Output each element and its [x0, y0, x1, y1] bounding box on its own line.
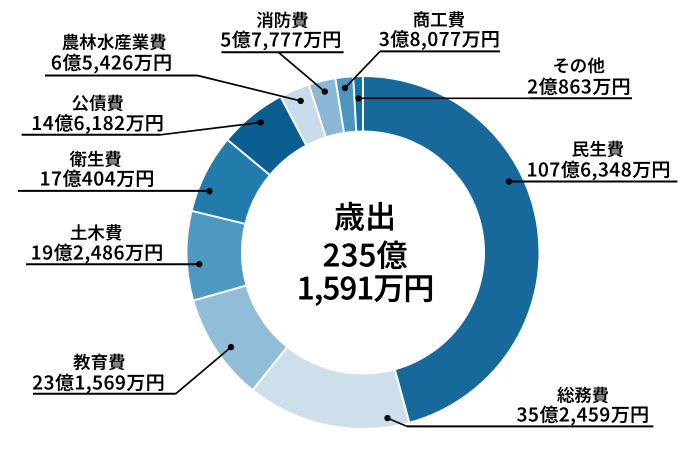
- segment-gap-line: [352, 76, 358, 132]
- callout-dot: [206, 188, 213, 195]
- segment-name-label: 衛生費: [69, 147, 122, 172]
- segment-name-label: 教育費: [73, 349, 126, 374]
- segment-gap-line: [193, 284, 247, 302]
- callout-leader-line: [387, 417, 408, 428]
- segment-amount-label: 6億5,426万円: [51, 49, 173, 76]
- donut-segment-2[interactable]: [253, 347, 410, 428]
- segment-amount-label: 3億8,077万円: [379, 25, 501, 52]
- callout-dot: [257, 119, 264, 126]
- center-title-line2: 235億: [323, 230, 408, 275]
- callout-dot: [384, 414, 391, 422]
- segment-gap-lines: [191, 76, 411, 423]
- callout-dot: [321, 88, 328, 95]
- segment-amount-label: 23億1,569万円: [32, 369, 165, 396]
- donut-segment-1[interactable]: [363, 77, 539, 422]
- callout-leader-line: [197, 74, 301, 102]
- segment-gap-line: [334, 78, 345, 133]
- donut-segment-7[interactable]: [280, 85, 326, 145]
- segment-name-label: 総務費: [557, 383, 610, 408]
- segment-name-label: 公債費: [72, 91, 125, 116]
- callout-dot: [297, 97, 304, 105]
- callout-dot: [355, 95, 362, 102]
- segment-gap-line: [308, 84, 327, 138]
- donut-segment-8[interactable]: [309, 79, 344, 137]
- segment-amount-label: 17億404万円: [40, 165, 155, 192]
- segment-amount-label: 2億863万円: [527, 72, 631, 99]
- center-title-line3: 1,591万円: [297, 264, 434, 309]
- segment-amount-label: 14億6,182万円: [31, 109, 164, 136]
- segment-gap-line: [393, 369, 411, 423]
- callout-leader-line: [175, 346, 232, 395]
- callout-dot: [227, 343, 235, 351]
- segment-name-label: 商工費: [413, 7, 466, 32]
- segment-name-label: その他: [552, 53, 605, 78]
- donut-segment-3[interactable]: [194, 285, 287, 390]
- callout-dot: [505, 178, 513, 185]
- callout-leader-line: [160, 121, 261, 136]
- donut-segment-4[interactable]: [187, 211, 246, 301]
- segment-name-label: 農林水産業費: [62, 30, 167, 55]
- segment-gap-line: [252, 346, 288, 391]
- chart-center-title: 歳出 235億 1,591万円: [297, 192, 435, 309]
- segment-amount-label: 107億6,348万円: [526, 156, 670, 183]
- segment-amount-label: 5億7,777万円: [220, 26, 342, 53]
- segment-gap-line: [191, 209, 246, 225]
- callout-dot: [196, 260, 203, 268]
- center-title-line1: 歳出: [334, 192, 396, 237]
- segment-name-label: 民生費: [572, 136, 625, 161]
- segment-name-label: 消防費: [256, 7, 309, 32]
- donut-segments: [187, 77, 539, 428]
- callout-leader-line: [277, 51, 326, 93]
- segment-name-label: 土木費: [70, 220, 123, 245]
- segment-amount-label: 35億2,459万円: [516, 401, 649, 428]
- segment-gap-line: [227, 139, 271, 176]
- callout-leader-lines: [18, 50, 678, 428]
- donut-segment-5[interactable]: [192, 140, 270, 224]
- segment-amount-label: 19億2,486万円: [31, 238, 164, 265]
- callout-leader-line: [344, 50, 381, 89]
- segment-gap-line: [279, 96, 308, 146]
- callout-dot: [341, 84, 349, 92]
- donut-segment-9[interactable]: [335, 77, 357, 133]
